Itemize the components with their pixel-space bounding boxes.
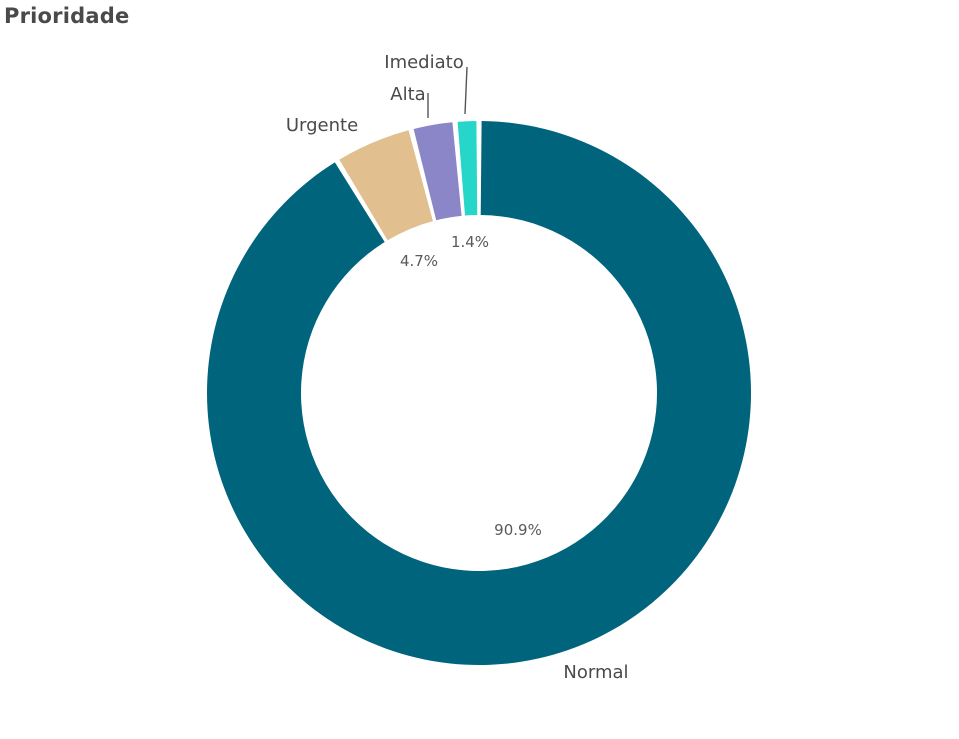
value-label-imediato: 1.4% xyxy=(451,233,489,251)
value-label-normal: 90.9% xyxy=(494,521,542,539)
slice-alta[interactable] xyxy=(413,122,462,221)
category-label-normal: Normal xyxy=(563,662,628,683)
labels-group: Normal 90.9% Urgente 4.7% Alta Imediato 1.4% xyxy=(286,52,629,683)
slice-imediato[interactable] xyxy=(457,121,478,216)
slice-urgente[interactable] xyxy=(339,130,433,241)
slice-normal[interactable] xyxy=(207,121,752,666)
chart-title: Prioridade xyxy=(4,4,130,28)
slices-group xyxy=(207,121,752,666)
category-label-urgente: Urgente xyxy=(286,115,358,136)
value-label-urgente: 4.7% xyxy=(400,252,438,270)
category-label-alta: Alta xyxy=(390,84,425,105)
category-label-imediato: Imediato xyxy=(384,52,463,73)
leader-lines-group xyxy=(427,66,468,118)
leader-line-imediato xyxy=(464,66,468,115)
